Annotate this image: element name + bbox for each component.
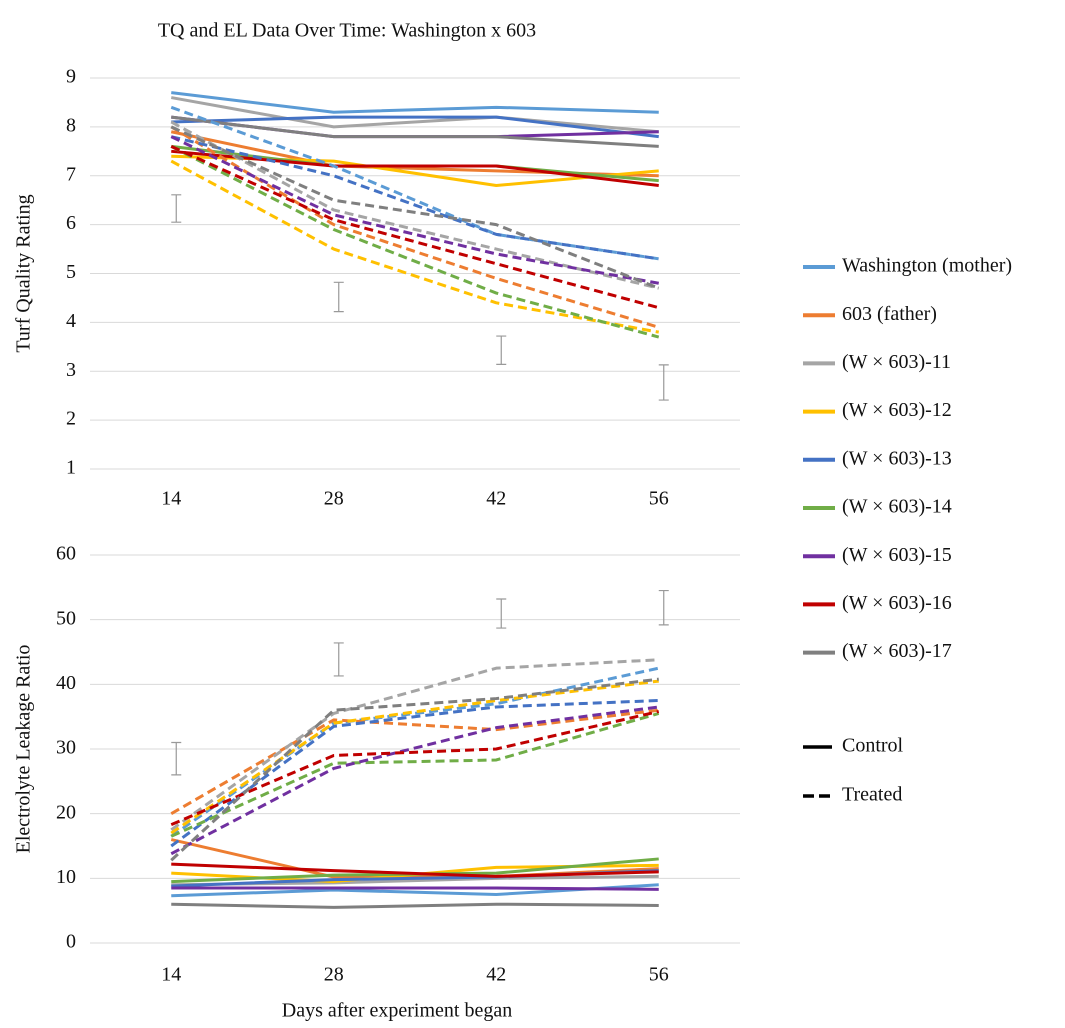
treated-line bbox=[170, 710, 660, 827]
y-tick-label: 50 bbox=[56, 607, 76, 629]
legend-label: (W × 603)-12 bbox=[842, 399, 952, 421]
treated-line bbox=[170, 120, 660, 290]
y-axis-label: Electrolyte Leakage Ratio bbox=[13, 645, 35, 854]
y-axis-label: Turf Quality Rating bbox=[13, 194, 35, 352]
x-tick-label: 56 bbox=[649, 964, 669, 986]
control-line bbox=[170, 838, 659, 879]
y-tick-label: 5 bbox=[66, 261, 76, 283]
treated-line bbox=[170, 711, 660, 838]
x-tick-label: 56 bbox=[649, 488, 669, 510]
legend-label: Washington (mother) bbox=[842, 255, 1012, 277]
control-line bbox=[171, 902, 659, 909]
error-bar bbox=[333, 642, 344, 677]
control-line bbox=[171, 115, 659, 139]
x-tick-label: 42 bbox=[486, 488, 506, 510]
error-bar bbox=[658, 589, 669, 626]
y-tick-label: 0 bbox=[66, 931, 76, 953]
error-bar bbox=[496, 335, 507, 366]
x-tick-label: 14 bbox=[161, 964, 181, 986]
error-bar bbox=[171, 741, 182, 776]
treated-line bbox=[170, 125, 660, 290]
legend-label: 603 (father) bbox=[842, 303, 937, 325]
control-line bbox=[171, 886, 659, 891]
y-tick-label: 2 bbox=[66, 408, 76, 430]
control-line bbox=[171, 91, 659, 114]
x-tick-label: 42 bbox=[486, 964, 506, 986]
y-tick-label: 4 bbox=[66, 310, 76, 332]
legend-style-label: Control bbox=[842, 735, 904, 757]
control-line bbox=[171, 883, 659, 898]
treated-line bbox=[170, 145, 660, 310]
treated-line bbox=[170, 705, 659, 856]
treated-line bbox=[170, 105, 659, 261]
treated-line bbox=[170, 135, 659, 261]
legend-label: (W × 603)-11 bbox=[842, 351, 951, 373]
treated-line bbox=[170, 145, 660, 339]
chart-title: TQ and EL Data Over Time: Washington x 6… bbox=[158, 20, 536, 42]
treated-line bbox=[170, 699, 659, 848]
treated-line bbox=[170, 679, 659, 835]
x-axis-label: Days after experiment began bbox=[282, 1000, 512, 1022]
x-tick-label: 28 bbox=[324, 964, 344, 986]
y-tick-label: 3 bbox=[66, 359, 76, 381]
treated-line bbox=[170, 708, 659, 815]
legend-style-label: Treated bbox=[842, 784, 902, 806]
control-line bbox=[171, 862, 659, 878]
error-bar bbox=[496, 598, 507, 629]
treated-line bbox=[170, 159, 660, 334]
y-tick-label: 7 bbox=[66, 163, 76, 185]
error-bar bbox=[658, 364, 669, 401]
treated-line bbox=[170, 135, 660, 285]
legend-label: (W × 603)-13 bbox=[842, 447, 952, 469]
x-tick-label: 28 bbox=[324, 488, 344, 510]
y-tick-label: 8 bbox=[66, 114, 76, 136]
error-bar bbox=[333, 281, 344, 313]
y-tick-label: 6 bbox=[66, 212, 76, 234]
error-bar bbox=[171, 194, 182, 223]
y-tick-label: 20 bbox=[56, 801, 76, 823]
y-tick-label: 1 bbox=[66, 457, 76, 479]
legend-label: (W × 603)-17 bbox=[842, 640, 952, 662]
legend-label: (W × 603)-16 bbox=[842, 592, 952, 614]
y-tick-label: 9 bbox=[66, 66, 76, 88]
legend-label: (W × 603)-15 bbox=[842, 544, 952, 566]
y-tick-label: 30 bbox=[56, 737, 76, 759]
treated-line bbox=[170, 677, 659, 862]
treated-line bbox=[170, 666, 660, 838]
y-tick-label: 10 bbox=[56, 866, 76, 888]
x-tick-label: 14 bbox=[161, 488, 181, 510]
control-line bbox=[170, 96, 659, 134]
legend-label: (W × 603)-14 bbox=[842, 496, 952, 518]
treated-line bbox=[170, 658, 659, 832]
y-tick-label: 40 bbox=[56, 672, 76, 694]
control-line bbox=[171, 115, 659, 148]
control-line bbox=[171, 149, 659, 188]
y-tick-label: 60 bbox=[56, 543, 76, 565]
